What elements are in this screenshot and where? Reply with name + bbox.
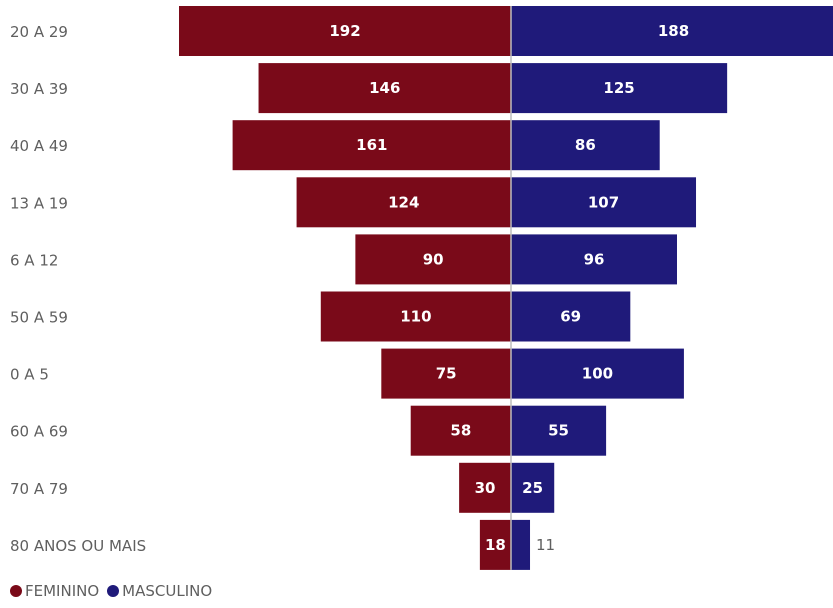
bar-masculino[interactable] (511, 405, 607, 456)
data-label-masculino: 11 (536, 536, 555, 554)
bar-feminino[interactable] (232, 120, 511, 171)
category-label: 6 A 12 (10, 251, 58, 269)
category-label: 80 ANOS OU MAIS (10, 537, 146, 555)
bar-masculino[interactable] (511, 63, 728, 114)
data-label-feminino: 192 (329, 22, 360, 40)
data-label-feminino: 146 (369, 79, 400, 97)
category-label: 60 A 69 (10, 423, 68, 441)
bar-feminino[interactable] (459, 462, 511, 513)
bar-feminino[interactable] (320, 291, 511, 342)
bar-masculino[interactable] (511, 6, 833, 56)
legend: FEMININO MASCULINO (10, 582, 220, 600)
legend-label-feminino: FEMININO (25, 582, 100, 600)
category-label: 50 A 59 (10, 309, 68, 327)
data-label-masculino: 100 (582, 365, 613, 383)
data-label-masculino: 125 (603, 79, 634, 97)
data-label-masculino: 86 (575, 136, 596, 154)
category-label: 30 A 39 (10, 80, 68, 98)
data-label-feminino: 110 (400, 308, 431, 326)
data-label-masculino: 188 (658, 22, 689, 40)
category-label: 70 A 79 (10, 480, 68, 498)
bar-feminino[interactable] (479, 519, 511, 570)
bar-feminino[interactable] (258, 63, 511, 114)
data-label-feminino: 90 (423, 250, 444, 268)
bar-masculino[interactable] (511, 348, 684, 399)
data-label-feminino: 30 (475, 479, 496, 497)
category-label: 40 A 49 (10, 137, 68, 155)
data-label-feminino: 161 (356, 136, 387, 154)
bar-feminino[interactable] (381, 348, 511, 399)
legend-dot-feminino-icon (10, 585, 22, 597)
data-label-feminino: 58 (450, 422, 471, 440)
data-label-masculino: 55 (548, 422, 569, 440)
legend-item-feminino[interactable]: FEMININO (10, 582, 99, 600)
data-label-feminino: 18 (485, 536, 506, 554)
bar-feminino[interactable] (410, 405, 511, 456)
data-label-masculino: 25 (522, 479, 543, 497)
bar-masculino[interactable] (511, 519, 531, 570)
category-label: 20 A 29 (10, 23, 68, 41)
data-label-masculino: 96 (584, 250, 605, 268)
bar-feminino[interactable] (296, 177, 511, 228)
bar-masculino[interactable] (511, 177, 697, 228)
legend-label-masculino: MASCULINO (122, 582, 213, 600)
category-label: 13 A 19 (10, 194, 68, 212)
bar-masculino[interactable] (511, 120, 660, 171)
data-label-feminino: 75 (436, 365, 457, 383)
bar-masculino[interactable] (511, 234, 677, 285)
data-label-feminino: 124 (388, 193, 419, 211)
category-label: 0 A 5 (10, 366, 49, 384)
data-label-masculino: 69 (560, 308, 581, 326)
bar-masculino[interactable] (511, 462, 555, 513)
bar-masculino[interactable] (511, 291, 631, 342)
bar-feminino[interactable] (355, 234, 511, 285)
legend-item-masculino[interactable]: MASCULINO (107, 582, 212, 600)
data-label-masculino: 107 (588, 193, 619, 211)
legend-dot-masculino-icon (107, 585, 120, 597)
bar-feminino[interactable] (179, 6, 511, 56)
